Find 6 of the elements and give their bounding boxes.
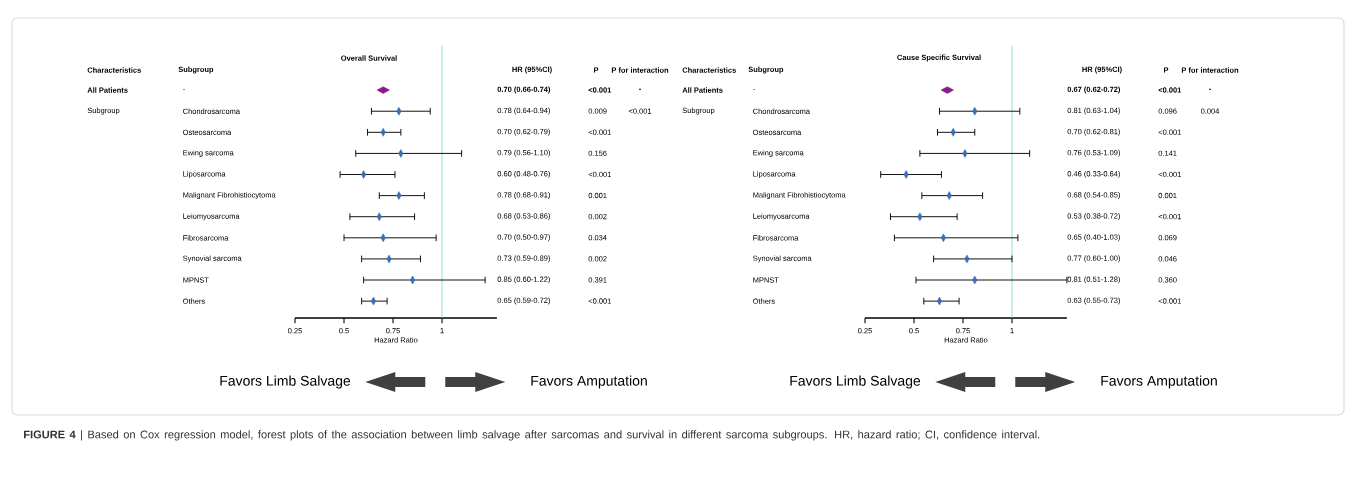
- text: Favors Amputation: [1101, 375, 1217, 389]
- text: FIGURE 4 | Based on Cox regression model, forest plots of the association between limb salvage after sarcomas and survival in different sarcoma subgroups. HR, hazard ratio; CI, confidence interval.: [24, 430, 1040, 441]
- point: [936, 296, 943, 306]
- text: Favors Limb Salvage: [790, 375, 921, 389]
- text: Favors Amputation: [531, 375, 647, 389]
- text: Favors Limb Salvage: [220, 375, 351, 389]
